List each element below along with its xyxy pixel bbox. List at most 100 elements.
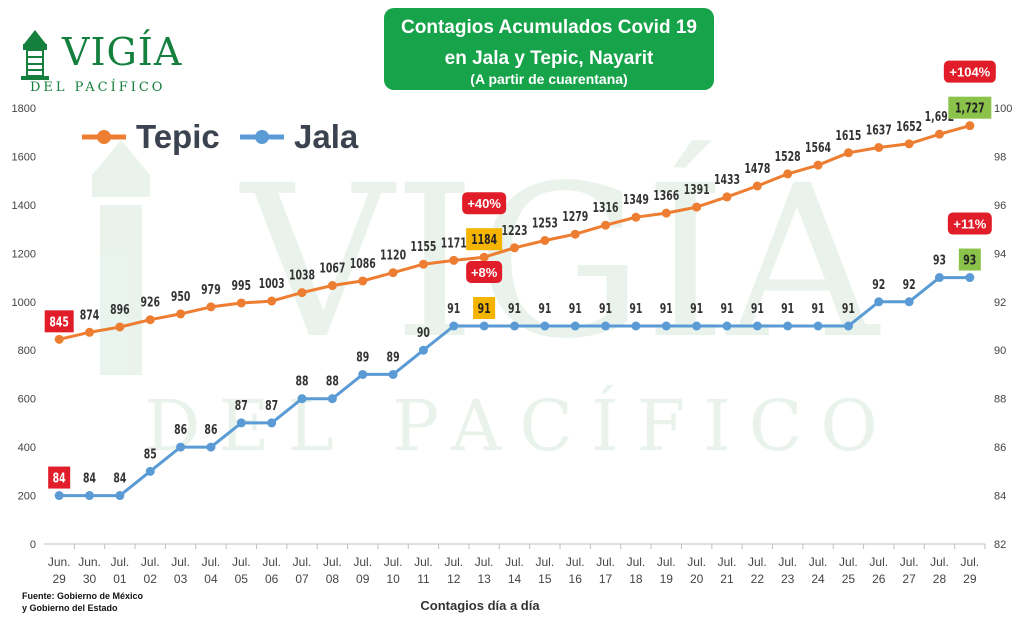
data-point-jala [934,273,944,283]
data-label-jala: 89 [356,349,369,365]
data-point-jala [874,297,884,307]
y-left-tick-label: 200 [18,491,36,503]
data-label-badge [44,310,74,333]
data-point-tepic [236,298,246,308]
data-point-tepic [934,129,944,139]
data-label-tepic: 1652 [896,118,922,134]
data-point-tepic [601,220,611,230]
source-line1: Fuente: Gobierno de México [22,591,144,601]
x-tick-label: Jun. 29 [48,555,71,586]
data-point-jala [236,418,246,428]
data-label-tepic: 1086 [350,255,376,271]
data-label-jala: 88 [296,373,309,389]
data-label-jala: 91 [508,300,521,316]
data-point-jala [54,491,64,501]
data-point-jala [722,321,732,331]
data-point-tepic [176,309,186,319]
data-label-tepic: 1223 [501,222,527,238]
data-point-jala [297,394,307,404]
x-tick-label: Jul. 01 [111,555,130,586]
data-label-jala: 91 [660,300,673,316]
data-point-tepic [904,139,914,149]
annotation-badge [947,212,992,235]
chart-title-box: Contagios Acumulados Covid 19 en Jala y … [384,8,714,90]
data-point-jala [752,321,762,331]
data-point-tepic [843,148,853,158]
x-tick-label: Jul. 07 [293,555,312,586]
data-label-jala: 93 [963,252,976,268]
chart-subtitle: (A partir de cuarentana) [470,71,628,87]
annotation-badge [943,60,996,83]
data-label-jala: 86 [204,421,217,437]
y-right-tick-label: 100 [994,103,1012,115]
data-label-tepic: 1366 [653,187,679,203]
legend-item-jala: Jala [238,118,358,156]
data-label-jala: 87 [235,397,248,413]
watermark-sub: DEL PACÍFICO [144,385,896,467]
y-left-tick-label: 1000 [12,297,36,309]
y-right-tick-label: 88 [994,394,1006,406]
data-point-tepic [752,181,762,191]
y-right-tick-label: 98 [994,151,1006,163]
chart-title-line2: en Jala y Tepic, Nayarit [444,48,654,69]
data-point-tepic [965,121,975,131]
annotation-text: +11% [953,217,986,232]
data-label-badge [958,248,981,271]
data-label-tepic: 979 [201,281,221,297]
data-label-jala: 91 [569,300,582,316]
data-point-tepic [54,334,64,344]
x-tick-label: Jul. 12 [444,555,463,586]
data-label-tepic: 1,727 [955,100,985,116]
data-point-jala [479,321,489,331]
y-right-tick-label: 92 [994,297,1006,309]
y-right-tick-label: 90 [994,345,1006,357]
x-tick-label: Jul. 03 [171,555,190,586]
x-tick-label: Jul. 16 [566,555,585,586]
data-point-jala [358,369,368,379]
data-point-jala [692,321,702,331]
data-point-tepic [297,288,307,298]
data-label-tepic: 1637 [866,122,892,138]
data-label-tepic: 1433 [714,171,740,187]
data-point-jala [510,321,519,331]
data-point-tepic [115,322,125,332]
y-left-tick-label: 1400 [12,200,36,212]
y-left-tick-label: 1200 [12,248,36,260]
data-label-tepic: 1003 [259,275,285,291]
data-label-tepic: 1391 [684,181,710,197]
annotation-text: +40% [467,196,501,211]
x-tick-label: Jul. 22 [748,555,767,586]
data-label-jala: 84 [53,470,66,486]
data-label-jala: 91 [447,300,460,316]
y-left-tick-label: 600 [18,394,36,406]
data-label-tepic: 1279 [562,209,588,225]
data-label-jala: 91 [599,300,612,316]
legend-label-tepic: Tepic [136,118,220,155]
data-label-jala: 89 [387,349,400,365]
data-point-tepic [267,296,277,306]
data-point-jala [176,442,186,452]
annotation-badge [466,261,503,283]
data-label-jala: 85 [144,446,157,462]
data-label-jala: 91 [842,300,855,316]
x-tick-label: Jul. 09 [353,555,372,586]
x-tick-label: Jul. 27 [900,555,919,586]
data-point-jala [661,321,671,331]
data-label-tepic: 995 [232,277,252,293]
data-point-tepic [327,281,337,291]
data-label-tepic: 1120 [380,247,406,263]
data-point-jala [965,273,975,283]
data-label-tepic: 1349 [623,192,649,208]
data-label-jala: 92 [872,276,885,292]
annotation-text: +104% [949,65,990,80]
data-label-jala: 87 [265,397,278,413]
y-right-tick-label: 84 [994,491,1006,503]
data-point-jala [540,321,550,331]
legend-swatch-tepic [82,130,126,144]
x-tick-label: Jul. 17 [596,555,615,586]
chart-title-line1: Contagios Acumulados Covid 19 [401,17,697,38]
data-label-jala: 91 [629,300,642,316]
data-point-tepic [813,160,823,170]
data-point-jala [267,418,277,428]
data-label-jala: 86 [174,421,187,437]
